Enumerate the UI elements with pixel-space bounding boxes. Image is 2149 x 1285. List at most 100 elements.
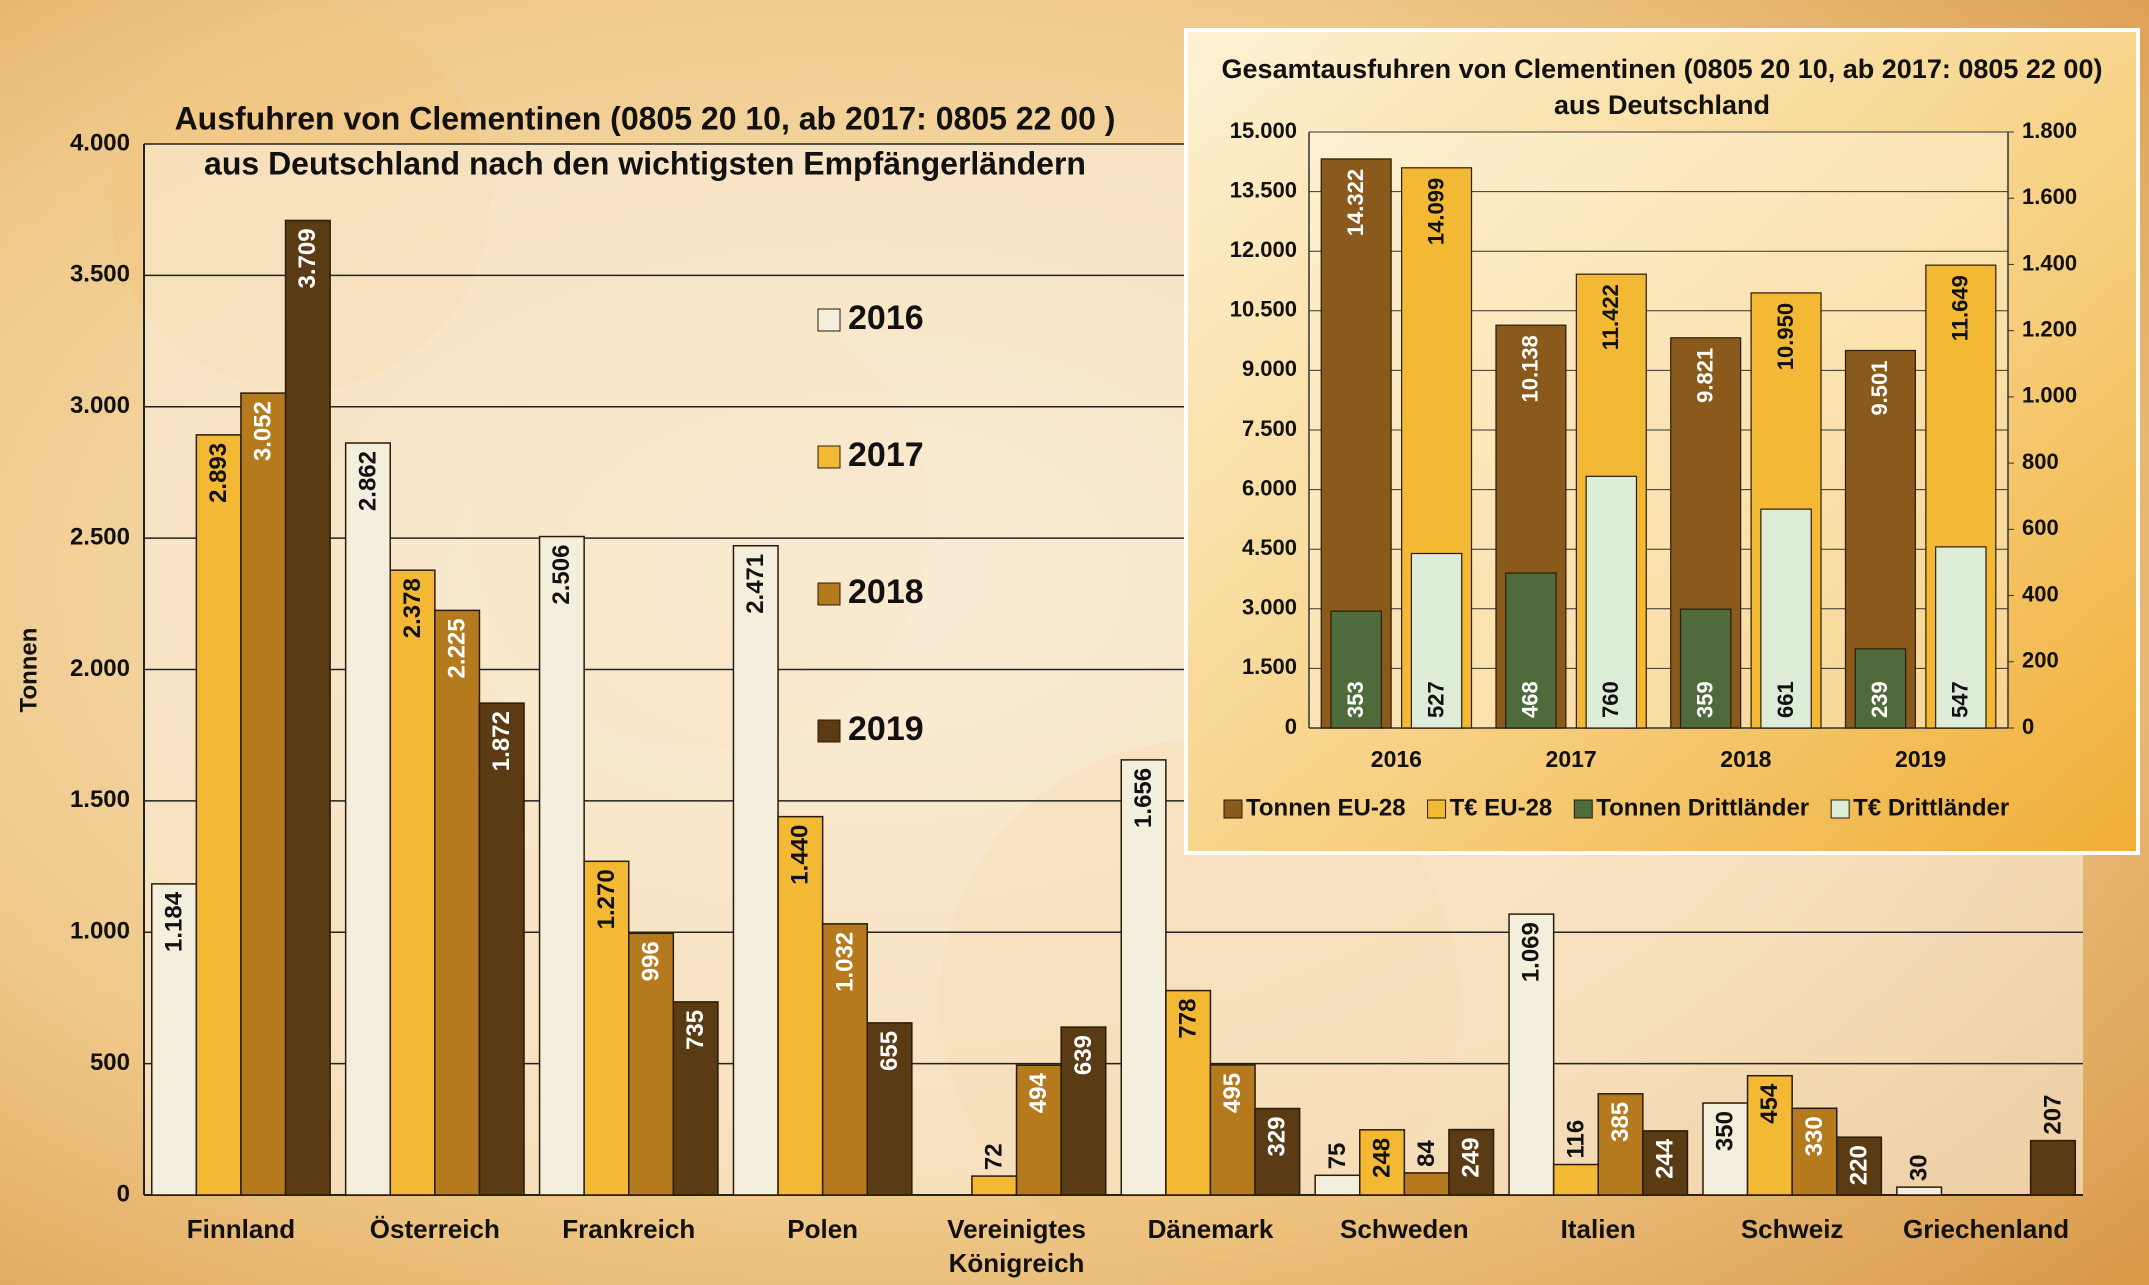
data-label: 11.649 xyxy=(1948,275,1973,341)
y-tick-label: 7.500 xyxy=(1242,416,1297,441)
legend-swatch xyxy=(1428,800,1446,818)
data-label: 2.225 xyxy=(443,618,470,678)
legend-swatch xyxy=(818,583,840,605)
y-tick-label: 12.000 xyxy=(1230,237,1297,262)
x-tick-label: 2016 xyxy=(1371,746,1422,772)
data-label: 547 xyxy=(1948,681,1973,718)
y-tick-label: 4.000 xyxy=(70,129,130,156)
data-label: 239 xyxy=(1867,681,1892,718)
data-label: 11.422 xyxy=(1598,284,1623,350)
legend-label: 2018 xyxy=(848,573,924,611)
x-tick-label: Finnland xyxy=(187,1214,295,1244)
bar xyxy=(972,1176,1017,1195)
data-label: 996 xyxy=(637,941,664,981)
bar xyxy=(1315,1175,1360,1195)
data-label: 494 xyxy=(1025,1073,1052,1114)
data-label: 3.709 xyxy=(294,228,321,288)
y-tick-label: 500 xyxy=(90,1049,130,1076)
y2-tick-label: 1.800 xyxy=(2022,118,2077,143)
data-label: 10.138 xyxy=(1518,335,1543,402)
x-tick-label: Österreich xyxy=(370,1214,500,1244)
page: Ausfuhren von Clementinen (0805 20 10, a… xyxy=(0,0,2149,1285)
data-label: 353 xyxy=(1343,681,1368,718)
data-label: 10.950 xyxy=(1773,303,1798,370)
chart-title: Gesamtausfuhren von Clementinen (0805 20… xyxy=(1222,54,2103,84)
y2-tick-label: 600 xyxy=(2022,515,2059,540)
data-label: 760 xyxy=(1598,681,1623,718)
data-label: 207 xyxy=(2039,1095,2066,1135)
data-label: 1.656 xyxy=(1130,768,1157,828)
data-label: 2.862 xyxy=(354,451,381,511)
chart: Ausfuhren von Clementinen (0805 20 10, a… xyxy=(0,0,2149,1285)
bar xyxy=(479,703,524,1195)
data-label: 2.471 xyxy=(742,554,769,614)
data-label: 116 xyxy=(1562,1120,1589,1159)
y2-tick-label: 1.200 xyxy=(2022,316,2077,341)
y-tick-label: 13.500 xyxy=(1230,177,1297,202)
y-tick-label: 2.000 xyxy=(70,655,130,682)
legend-swatch xyxy=(1831,800,1849,818)
chart-title: aus Deutschland nach den wichtigsten Emp… xyxy=(204,145,1086,181)
data-label: 14.322 xyxy=(1343,169,1368,236)
data-label: 495 xyxy=(1219,1073,1246,1113)
data-label: 778 xyxy=(1174,999,1201,1039)
data-label: 527 xyxy=(1423,681,1448,718)
x-tick-label: Schweden xyxy=(1340,1214,1469,1244)
y-axis-label: Tonnen xyxy=(15,628,42,713)
data-label: 2.893 xyxy=(205,443,232,503)
bar xyxy=(1897,1187,1942,1195)
data-label: 72 xyxy=(981,1143,1008,1170)
x-tick-label: 2019 xyxy=(1895,746,1946,772)
legend-swatch xyxy=(818,446,840,468)
y-tick-label: 0 xyxy=(1285,714,1297,739)
data-label: 2.506 xyxy=(548,545,575,605)
data-label: 30 xyxy=(1905,1154,1932,1181)
legend-label: T€ EU-28 xyxy=(1450,794,1553,821)
data-label: 248 xyxy=(1368,1138,1395,1178)
y2-tick-label: 0 xyxy=(2022,714,2034,739)
y2-tick-label: 800 xyxy=(2022,449,2059,474)
data-label: 9.501 xyxy=(1867,360,1892,415)
data-label: 1.032 xyxy=(831,932,858,992)
data-label: 3.052 xyxy=(250,401,277,461)
y-tick-label: 6.000 xyxy=(1242,475,1297,500)
data-label: 84 xyxy=(1413,1140,1440,1167)
data-label: 655 xyxy=(876,1031,903,1071)
y-tick-label: 1.000 xyxy=(70,918,130,945)
chart-title: Ausfuhren von Clementinen (0805 20 10, a… xyxy=(175,100,1116,136)
y-tick-label: 15.000 xyxy=(1230,118,1297,143)
bar xyxy=(1554,1165,1599,1195)
x-tick-label: Frankreich xyxy=(562,1214,695,1244)
data-label: 661 xyxy=(1773,681,1798,718)
bar xyxy=(2031,1141,2076,1195)
x-tick-label: Dänemark xyxy=(1148,1214,1274,1244)
y-tick-label: 9.000 xyxy=(1242,356,1297,381)
y-tick-label: 2.500 xyxy=(70,523,130,550)
y-tick-label: 10.500 xyxy=(1230,297,1297,322)
chart-title: aus Deutschland xyxy=(1554,90,1770,120)
bar xyxy=(196,435,241,1195)
bar xyxy=(435,610,480,1195)
y2-tick-label: 1.000 xyxy=(2022,383,2077,408)
data-label: 9.821 xyxy=(1692,348,1717,403)
legend-label: 2019 xyxy=(848,710,924,748)
legend-label: T€ Drittländer xyxy=(1853,794,2009,821)
legend-swatch xyxy=(818,309,840,331)
bar xyxy=(390,570,435,1195)
bar xyxy=(1404,1173,1449,1195)
x-tick-label: 2018 xyxy=(1720,746,1771,772)
legend-label: 2017 xyxy=(848,436,924,474)
data-label: 2.378 xyxy=(399,578,426,638)
x-tick-label: Italien xyxy=(1561,1214,1636,1244)
data-label: 14.099 xyxy=(1423,178,1448,245)
data-label: 244 xyxy=(1651,1138,1678,1179)
legend-label: Tonnen Drittländer xyxy=(1596,794,1809,821)
y-tick-label: 3.000 xyxy=(70,392,130,419)
x-tick-label: Griechenland xyxy=(1903,1214,2069,1244)
legend-label: 2016 xyxy=(848,299,924,337)
y-tick-label: 3.000 xyxy=(1242,595,1297,620)
x-tick-label: 2017 xyxy=(1546,746,1597,772)
legend-swatch xyxy=(818,720,840,742)
legend-label: Tonnen EU-28 xyxy=(1246,794,1406,821)
legend-swatch xyxy=(1224,800,1242,818)
